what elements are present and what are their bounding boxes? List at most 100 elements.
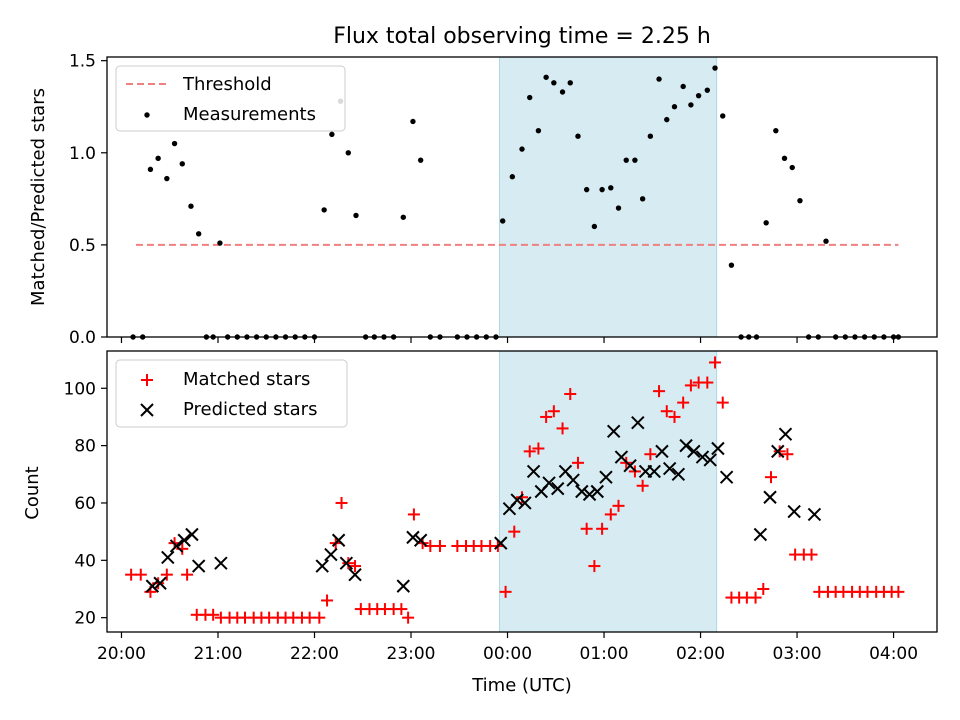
matched-star-marker xyxy=(540,410,553,423)
matched-star-marker xyxy=(313,611,326,624)
measurement-point xyxy=(551,80,557,86)
predicted-star-marker xyxy=(185,527,199,542)
matched-star-marker xyxy=(349,560,362,573)
matched-star-marker xyxy=(433,539,446,552)
x-tick-label: 20:00 xyxy=(97,644,146,664)
measurement-point xyxy=(499,218,506,224)
predicted-star-marker xyxy=(413,533,428,547)
measurement-point xyxy=(527,94,533,101)
measurement-point xyxy=(632,157,638,163)
matched-star-marker xyxy=(321,594,334,607)
matched-star-marker xyxy=(677,396,690,409)
matched-star-marker xyxy=(757,582,770,595)
matched-star-marker xyxy=(547,405,560,418)
top-y-tick-label: 0.0 xyxy=(69,328,96,348)
predicted-star-marker xyxy=(551,481,565,496)
matched-star-marker xyxy=(181,568,194,581)
measurement-point xyxy=(763,220,769,226)
predicted-star-marker xyxy=(582,487,597,502)
predicted-star-marker xyxy=(324,547,338,562)
predicted-star-marker xyxy=(542,476,556,490)
measurement-point xyxy=(583,186,590,193)
matched-star-marker xyxy=(596,522,609,535)
predicted-star-marker xyxy=(161,550,175,565)
bottom-shaded-region xyxy=(498,350,718,633)
x-tick-label: 00:00 xyxy=(483,644,532,664)
measurement-point xyxy=(789,164,795,171)
predicted-star-marker xyxy=(191,559,206,573)
predicted-star-marker xyxy=(331,533,346,547)
bottom-y-tick-label: 60 xyxy=(74,494,96,514)
x-tick-label: 03:00 xyxy=(773,644,822,664)
matched-star-marker xyxy=(571,456,584,469)
predicted-star-marker xyxy=(606,424,621,438)
predicted-star-marker xyxy=(778,427,793,441)
bottom-y-axis: 20 40 60 80 100 xyxy=(64,379,107,629)
predicted-star-marker xyxy=(719,470,734,484)
measurement-point xyxy=(647,133,654,139)
predicted-star-marker xyxy=(518,496,532,510)
measurement-point xyxy=(179,161,185,167)
matched-star-marker xyxy=(892,585,905,598)
predicted-star-marker xyxy=(771,444,785,459)
matched-star-marker xyxy=(660,405,673,418)
predicted-star-marker xyxy=(590,484,604,499)
measurement-point xyxy=(543,74,549,80)
x-tick-label: 23:00 xyxy=(387,644,436,664)
predicted-star-marker xyxy=(753,527,768,542)
matched-star-marker xyxy=(644,448,657,461)
predicted-star-marker xyxy=(711,441,725,456)
measurement-point xyxy=(321,207,327,213)
bottom-y-label: Count xyxy=(22,466,43,519)
matched-star-marker xyxy=(773,445,786,458)
predicted-star-marker xyxy=(687,444,701,459)
measurement-point xyxy=(345,150,351,156)
measurement-point xyxy=(773,127,779,134)
matched-star-marker xyxy=(668,410,681,423)
measurement-point xyxy=(535,127,542,134)
bottom-axes-frame xyxy=(106,350,938,633)
matched-star-marker xyxy=(588,560,601,573)
predicted-star-marker xyxy=(348,567,362,582)
matched-star-marker xyxy=(407,508,420,521)
predicted-star-marker xyxy=(214,556,228,570)
predicted-star-marker xyxy=(177,533,191,547)
legend-predicted-label: Predicted stars xyxy=(183,399,317,420)
measurement-point xyxy=(781,155,788,162)
matched-star-marker xyxy=(556,422,569,435)
predicted-star-marker xyxy=(671,467,686,482)
measurement-point xyxy=(656,76,662,82)
matched-star-marker xyxy=(604,508,617,521)
top-axes-frame xyxy=(106,56,938,338)
predicted-star-marker xyxy=(145,579,160,593)
x-tick-label: 22:00 xyxy=(290,644,339,664)
measurement-point xyxy=(591,223,598,230)
predicted-star-marker xyxy=(807,507,822,522)
top-shaded-region xyxy=(498,56,718,338)
measurement-point xyxy=(519,146,525,152)
top-x-axis xyxy=(120,337,895,343)
predicted-star-marker xyxy=(703,453,717,467)
predicted-star-marker xyxy=(406,530,420,545)
predicted-star-marker xyxy=(679,438,693,453)
matched-star-marker xyxy=(342,557,355,570)
predicted-star-marker xyxy=(494,536,508,550)
measurement-point xyxy=(353,212,359,219)
matched-star-marker xyxy=(749,591,762,604)
matched-star-marker xyxy=(612,499,625,512)
measurement-point xyxy=(171,140,178,147)
matched-star-marker xyxy=(701,376,714,389)
measurement-point xyxy=(599,186,605,193)
matched-star-marker xyxy=(207,608,220,621)
matched-star-marker xyxy=(781,448,794,461)
measurement-point xyxy=(567,80,573,86)
measurement-point xyxy=(623,157,629,163)
top-panel: 0.0 0.5 1.0 1.5 Matched/Predicted stars Thr… xyxy=(28,52,938,348)
legend-matched-swatch xyxy=(141,374,153,386)
predicted-star-marker xyxy=(153,576,167,590)
measurement-point xyxy=(671,104,678,110)
predicted-star-marker xyxy=(566,473,580,487)
predicted-star-marker xyxy=(763,490,777,504)
count-points xyxy=(125,356,905,624)
predicted-star-marker xyxy=(169,539,184,553)
